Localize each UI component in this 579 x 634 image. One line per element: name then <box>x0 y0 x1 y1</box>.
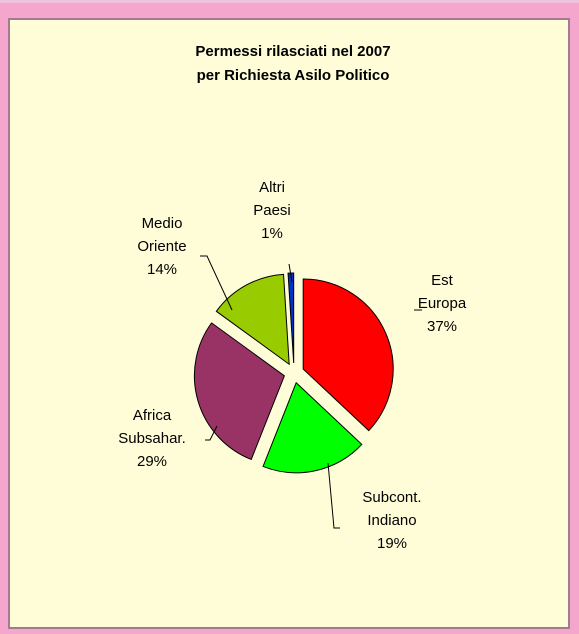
label-line-subcont-indiano: Indiano <box>367 512 416 529</box>
label-line-subcont-indiano: Subcont. <box>362 489 421 506</box>
percent-altri-paesi: 1% <box>261 225 283 242</box>
label-line-est-europa: Est <box>431 272 454 289</box>
percent-medio-oriente: 14% <box>147 261 177 278</box>
leader-medio-oriente <box>200 255 233 311</box>
label-line-est-europa: Europa <box>418 295 467 312</box>
label-line-altri-paesi: Altri <box>259 179 285 196</box>
chart-title-line-1: Permessi rilasciati nel 2007 <box>195 43 390 60</box>
slice-medio-oriente <box>215 273 290 366</box>
pie-chart: Permessi rilasciati nel 2007 per Richies… <box>118 43 467 552</box>
chart-title-line-2: per Richiesta Asilo Politico <box>197 67 390 84</box>
label-line-medio-oriente: Medio <box>142 215 183 232</box>
slice-africa-subsahar <box>193 322 286 461</box>
label-altri-paesi: Altri Paesi 1% <box>253 179 291 242</box>
label-line-africa-subsahar: Subsahar. <box>118 430 186 447</box>
leader-altri-paesi <box>288 263 293 283</box>
leader-lines <box>200 255 422 529</box>
chart-panel: Permessi rilasciati nel 2007 per Richies… <box>8 18 570 629</box>
percent-africa-subsahar: 29% <box>137 453 167 470</box>
leader-africa-subsahar <box>205 425 218 441</box>
label-medio-oriente: Medio Oriente 14% <box>137 215 186 278</box>
slice-labels: Est Europa 37% Subcont. Indiano 19% Africa Subs… <box>118 179 467 552</box>
slice-est-europa <box>302 278 394 432</box>
percent-est-europa: 37% <box>427 318 457 335</box>
label-africa-subsahar: Africa Subsahar. 29% <box>118 407 186 470</box>
label-subcont-indiano: Subcont. Indiano 19% <box>362 489 421 552</box>
label-line-altri-paesi: Paesi <box>253 202 291 219</box>
slice-altri-paesi <box>287 272 295 364</box>
label-line-medio-oriente: Oriente <box>137 238 186 255</box>
pie-slices <box>193 272 394 474</box>
percent-subcont-indiano: 19% <box>377 535 407 552</box>
slice-subcont-indiano <box>262 381 363 474</box>
leader-subcont-indiano <box>327 462 340 529</box>
label-line-africa-subsahar: Africa <box>133 407 172 424</box>
label-est-europa: Est Europa 37% <box>418 272 467 335</box>
